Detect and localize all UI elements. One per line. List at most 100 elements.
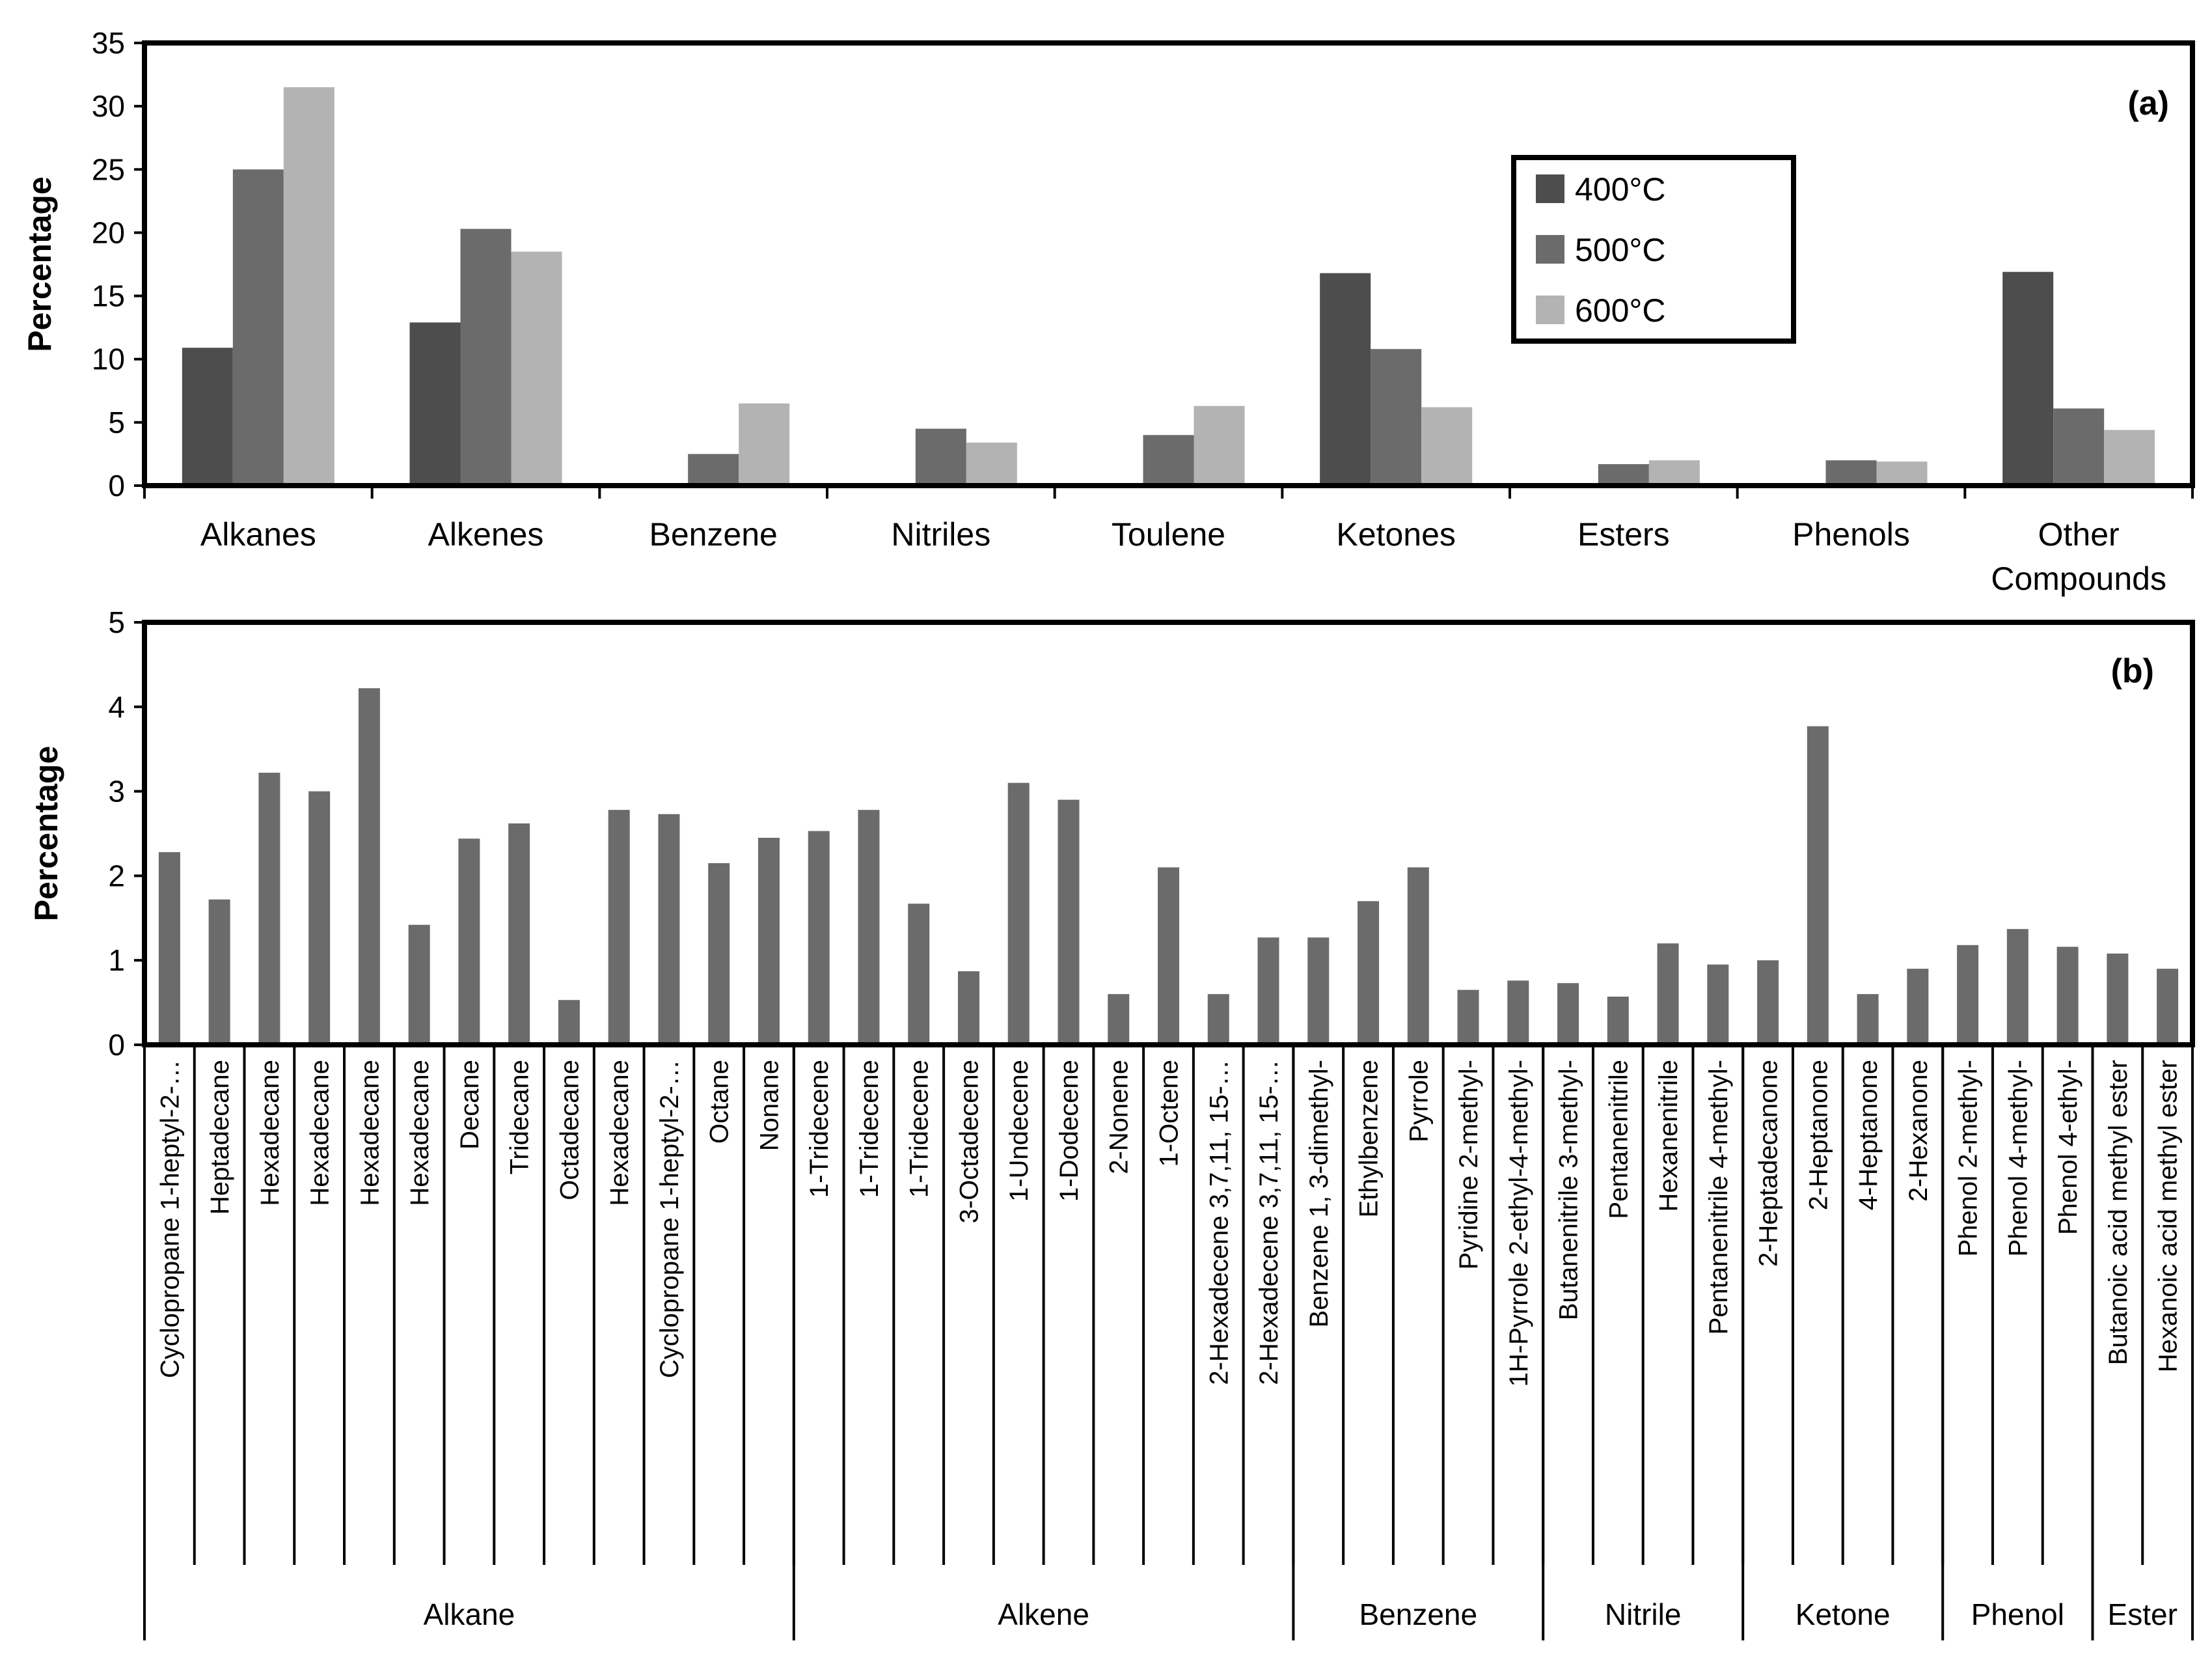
bar-500°C: [2053, 408, 2105, 486]
group-label: Ketone: [1796, 1597, 1891, 1631]
category-label-b: 2-Heptadecanone: [1755, 1060, 1783, 1267]
y-tick-label-b: 0: [108, 1028, 125, 1062]
bar-b: [1857, 994, 1879, 1045]
bar-b: [1207, 994, 1229, 1045]
category-label-b: Pyrrole: [1404, 1060, 1433, 1142]
category-label-b: Butanenitrile 3-methyl-: [1555, 1060, 1583, 1320]
category-label-a: Ketones: [1336, 516, 1455, 553]
category-label-b: Cyclopropane 1-heptyl-2-…: [156, 1060, 184, 1378]
bar-600°C: [2104, 430, 2155, 486]
bar-500°C: [915, 428, 966, 486]
panel-label-a: (a): [2127, 85, 2169, 122]
group-label: Nitrile: [1605, 1597, 1682, 1631]
bar-b: [957, 971, 979, 1045]
y-tick-label-b: 3: [108, 775, 125, 808]
bar-b: [358, 688, 380, 1045]
y-tick-label-b: 2: [108, 859, 125, 892]
bar-b: [1058, 799, 1080, 1045]
category-label-b: 1-Tridecene: [805, 1060, 834, 1198]
group-label: Benzene: [1359, 1597, 1477, 1631]
category-label-b: 2-Hexanone: [1904, 1060, 1933, 1202]
category-label-b: Hexadecane: [605, 1060, 634, 1206]
category-label-b: 3-Octadecene: [955, 1060, 983, 1223]
bar-b: [1707, 964, 1729, 1045]
bar-600°C: [1421, 407, 1473, 486]
category-label-b: 1-Tridecene: [905, 1060, 934, 1198]
bar-b: [1807, 726, 1829, 1045]
bar-b: [1358, 901, 1380, 1045]
y-axis-title-a: Percentage: [21, 176, 58, 352]
bar-b: [808, 831, 830, 1045]
bar-500°C: [688, 454, 739, 486]
bar-600°C: [739, 403, 790, 486]
y-tick-label-a: 0: [108, 469, 125, 503]
bar-b: [558, 1000, 580, 1045]
bar-400°C: [409, 322, 461, 486]
bar-b: [508, 823, 530, 1045]
legend-label: 500°C: [1575, 232, 1666, 268]
group-label: Ester: [2108, 1597, 2178, 1631]
y-tick-label-a: 20: [92, 215, 125, 249]
category-label-b: Butanoic acid methyl ester: [2104, 1060, 2133, 1365]
category-label-b: 1-Undecene: [1005, 1060, 1033, 1202]
legend-swatch: [1536, 235, 1564, 264]
bar-b: [1007, 782, 1030, 1045]
bar-b: [608, 810, 630, 1045]
category-label-a: Benzene: [649, 516, 777, 553]
bar-b: [758, 837, 780, 1045]
category-label-b: 2-Hexadecene 3,7,11, 15-…: [1205, 1060, 1233, 1385]
bar-b: [1407, 867, 1429, 1045]
category-label-b: 1-Octene: [1155, 1060, 1184, 1167]
category-label-b: 1-Dodecene: [1055, 1060, 1084, 1202]
bar-b: [658, 814, 680, 1045]
bar-b: [1607, 997, 1629, 1045]
category-label-b: 1H-Pyrrole 2-ethyl-4-methyl-: [1505, 1060, 1533, 1387]
bar-b: [408, 924, 430, 1045]
bar-b: [2006, 929, 2028, 1045]
bar-600°C: [283, 87, 335, 486]
bar-b: [2157, 969, 2179, 1045]
category-label-b: Cyclopropane 1-heptyl-2-…: [655, 1060, 684, 1378]
category-label-b: Hexanoic acid methyl ester: [2154, 1060, 2183, 1372]
bar-b: [1507, 980, 1529, 1045]
bar-600°C: [1194, 406, 1245, 486]
bar-500°C: [1825, 460, 1877, 486]
category-label-a: Nitriles: [891, 516, 990, 553]
y-tick-label-a: 25: [92, 152, 125, 186]
category-label-a: Alkenes: [428, 516, 544, 553]
legend-swatch: [1536, 174, 1564, 203]
category-label-b: Nonane: [755, 1060, 784, 1151]
bar-b: [1257, 937, 1279, 1045]
bar-b: [2056, 946, 2079, 1045]
bar-600°C: [511, 251, 562, 486]
category-label-b: Phenol 4-ethyl-: [2054, 1060, 2082, 1235]
category-label-a: Alkanes: [200, 516, 316, 553]
y-tick-label-b: 4: [108, 690, 125, 724]
bar-600°C: [966, 442, 1017, 486]
group-label: Phenol: [1971, 1597, 2064, 1631]
category-label-a: Compounds: [1991, 560, 2166, 597]
group-label: Alkane: [424, 1597, 515, 1631]
category-label-a: Toulene: [1112, 516, 1225, 553]
category-label-b: Phenol 2-methyl-: [1954, 1060, 1983, 1256]
y-tick-label-a: 35: [92, 26, 125, 60]
bar-b: [1757, 960, 1779, 1045]
category-label-b: 2-Nonene: [1105, 1060, 1134, 1174]
category-label-b: Hexadecane: [355, 1060, 384, 1206]
group-label: Alkene: [998, 1597, 1089, 1631]
category-label-b: Pentanenitrile: [1604, 1060, 1633, 1219]
y-tick-label-a: 5: [108, 406, 125, 439]
bar-500°C: [1598, 463, 1649, 486]
category-label-b: Octane: [705, 1060, 734, 1144]
category-label-b: Ethylbenzene: [1355, 1060, 1384, 1217]
category-label-a: Phenols: [1792, 516, 1910, 553]
category-label-b: 2-Heptanone: [1804, 1060, 1833, 1210]
legend-label: 400°C: [1575, 171, 1666, 208]
bar-b: [1457, 989, 1479, 1045]
bar-b: [908, 904, 930, 1045]
category-label-b: Hexadecane: [256, 1060, 284, 1206]
y-axis-title-b: Percentage: [28, 746, 64, 922]
y-tick-label-a: 10: [92, 342, 125, 376]
category-label-b: Hexanenitrile: [1654, 1060, 1683, 1211]
bar-400°C: [1320, 273, 1371, 486]
